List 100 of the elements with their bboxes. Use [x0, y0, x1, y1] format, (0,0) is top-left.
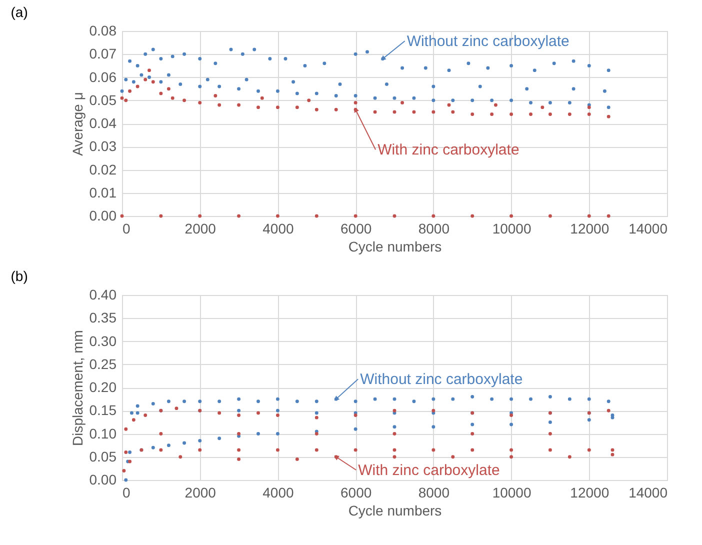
point [334, 108, 338, 112]
point [392, 408, 396, 412]
point [606, 408, 610, 412]
point [159, 92, 163, 96]
point [470, 432, 474, 436]
point [606, 214, 610, 218]
point [354, 414, 358, 417]
chart-title: (a) [10, 4, 28, 20]
point [148, 68, 151, 72]
point [529, 112, 532, 116]
point [237, 432, 241, 436]
point [276, 214, 280, 218]
point [237, 448, 241, 452]
point [392, 214, 396, 218]
point [412, 110, 416, 114]
point [470, 214, 474, 218]
y-tick-label: 0.06 [89, 68, 117, 85]
point [451, 455, 455, 459]
point [218, 411, 222, 415]
point [510, 414, 514, 417]
y-tick-label: 0.25 [89, 356, 117, 372]
point [432, 448, 436, 452]
x-tick-label: 4000 [262, 220, 294, 236]
point [159, 214, 163, 218]
point [392, 432, 396, 436]
x-tick-label: 8000 [418, 484, 450, 500]
point [276, 106, 280, 110]
point [432, 408, 436, 412]
point [510, 448, 514, 452]
point [392, 448, 396, 452]
point [295, 457, 299, 461]
x-tick-label: 0 [122, 220, 130, 236]
x-tick-label: 12000 [570, 484, 610, 500]
point [170, 96, 174, 100]
x-tick-label: 8000 [418, 220, 450, 236]
point [124, 427, 128, 431]
x-axis-title: Cycle numbers [348, 502, 442, 518]
point [166, 87, 170, 91]
point [314, 108, 318, 112]
point [198, 448, 202, 452]
point [392, 455, 396, 459]
y-tick-label: 0.01 [89, 184, 117, 200]
point [510, 112, 514, 116]
point [237, 214, 241, 218]
point [295, 106, 299, 110]
point [276, 414, 280, 417]
y-tick-label: 0.10 [89, 425, 117, 442]
y-axis-title: Average μ [69, 92, 86, 156]
point [587, 112, 591, 116]
chart-title: (b) [10, 268, 28, 284]
point [548, 448, 552, 452]
point [144, 78, 148, 82]
y-tick-label: 0.35 [89, 310, 117, 326]
x-tick-label: 2000 [184, 484, 216, 500]
point [548, 112, 552, 116]
point [314, 448, 318, 452]
x-tick-label: 6000 [340, 220, 372, 236]
point [540, 106, 544, 110]
y-tick-label: 0.08 [89, 22, 117, 38]
point [120, 96, 124, 100]
x-tick-label: 6000 [340, 484, 372, 500]
point [237, 414, 241, 417]
point [124, 450, 128, 454]
point [447, 103, 451, 107]
point [174, 406, 178, 410]
x-tick-label: 12000 [570, 220, 610, 236]
point [159, 432, 163, 436]
x-tick-label: 14000 [628, 220, 668, 236]
point [198, 100, 202, 104]
annotation: Without zinc carboxylate [406, 33, 570, 50]
point [256, 411, 260, 415]
point [610, 448, 614, 452]
point [354, 214, 358, 218]
point [136, 84, 140, 88]
point [144, 414, 148, 417]
point [510, 455, 514, 459]
x-tick-label: 10000 [492, 220, 532, 236]
point [470, 448, 474, 452]
point [122, 469, 126, 472]
y-tick-label: 0.04 [89, 115, 117, 131]
point [151, 80, 155, 84]
point [237, 103, 241, 107]
point [260, 96, 264, 100]
y-tick-label: 0.40 [89, 286, 117, 302]
point [548, 214, 552, 218]
y-tick-label: 0.03 [89, 138, 117, 154]
y-tick-label: 0.00 [89, 208, 117, 224]
y-tick-label: 0.00 [89, 472, 117, 488]
x-tick-label: 14000 [628, 484, 668, 500]
point [307, 98, 311, 102]
x-axis-title: Cycle numbers [348, 238, 442, 254]
x-tick-label: 4000 [262, 484, 294, 500]
y-axis-title: Displacement, mm [69, 330, 86, 446]
point [432, 110, 436, 114]
point [178, 455, 182, 459]
point [494, 103, 498, 107]
point [354, 448, 358, 452]
point [568, 112, 572, 116]
point [610, 452, 614, 456]
point [373, 110, 377, 114]
